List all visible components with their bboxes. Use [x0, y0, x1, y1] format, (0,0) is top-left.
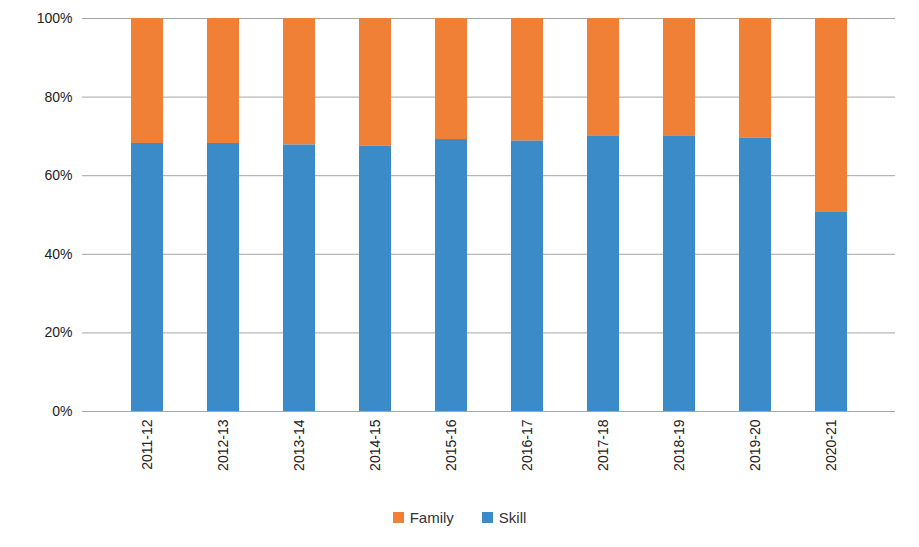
svg-text:2016-17: 2016-17	[519, 419, 535, 471]
svg-text:80%: 80%	[44, 89, 72, 105]
svg-text:20%: 20%	[44, 324, 72, 340]
svg-text:60%: 60%	[44, 167, 72, 183]
svg-text:2014-15: 2014-15	[367, 419, 383, 471]
svg-text:2011-12: 2011-12	[139, 419, 155, 470]
svg-text:100%: 100%	[37, 10, 73, 26]
html-text:Skill: Skill	[498, 509, 527, 526]
svg-text:2019-20: 2019-20	[747, 419, 763, 471]
svg-text:40%: 40%	[44, 246, 72, 262]
svg-text:2015-16: 2015-16	[443, 419, 459, 471]
svg-text:2013-14: 2013-14	[291, 419, 307, 471]
svg-text:2020-21: 2020-21	[823, 419, 839, 471]
svg-text:0%: 0%	[52, 403, 72, 419]
svg-text:2018-19: 2018-19	[671, 419, 687, 471]
html-text:Family: Family	[409, 509, 454, 526]
svg-text:2017-18: 2017-18	[595, 419, 611, 471]
svg-text:2012-13: 2012-13	[215, 419, 231, 471]
